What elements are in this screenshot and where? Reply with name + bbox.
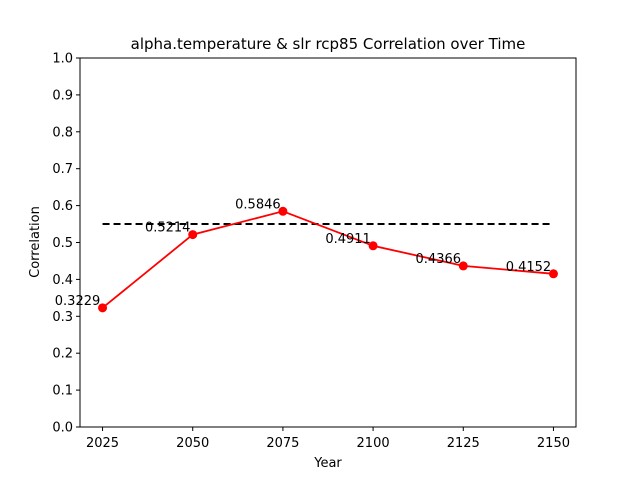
data-point — [368, 241, 378, 251]
x-tick-label: 2150 — [537, 436, 570, 451]
y-tick-label: 0.6 — [52, 199, 73, 214]
data-label: 0.4152 — [506, 260, 552, 275]
series-line — [101, 210, 554, 309]
x-tick-label: 2075 — [266, 436, 299, 451]
data-label: 0.4366 — [416, 252, 462, 267]
y-tick-label: 0.8 — [52, 125, 73, 140]
y-tick-label: 1.0 — [52, 52, 73, 67]
data-label: 0.5846 — [235, 197, 281, 212]
data-point — [548, 269, 558, 279]
y-tick-label: 0.0 — [52, 421, 73, 436]
data-label: 0.5214 — [145, 221, 191, 236]
data-point — [278, 206, 288, 216]
y-tick-label: 0.5 — [52, 236, 73, 251]
y-tick-label: 0.3 — [52, 310, 73, 325]
chart-title: alpha.temperature & slr rcp85 Correlatio… — [131, 35, 526, 53]
y-tick-label: 0.1 — [52, 384, 73, 399]
y-tick-label: 0.7 — [52, 162, 73, 177]
data-label: 0.4911 — [325, 232, 371, 247]
x-tick-label: 2050 — [176, 436, 209, 451]
data-point — [188, 230, 198, 240]
x-axis: 2025 2050 2075 2100 2125 2150 — [86, 427, 570, 451]
y-axis: 0.0 0.1 0.2 0.3 0.4 0.5 0.6 0.7 0.8 0.9 1.0 — [52, 52, 80, 436]
y-tick-label: 0.9 — [52, 88, 73, 103]
x-tick-label: 2100 — [357, 436, 390, 451]
x-axis-label: Year — [313, 456, 342, 471]
data-point — [458, 261, 468, 271]
x-tick-label: 2025 — [86, 436, 119, 451]
y-axis-label: Correlation — [28, 206, 43, 278]
y-tick-label: 0.4 — [52, 273, 73, 288]
plot-area: 0.3229 0.5214 0.5846 0.4911 0.4366 0.4152 — [55, 197, 558, 313]
data-label: 0.3229 — [55, 294, 101, 309]
y-tick-label: 0.2 — [52, 347, 73, 362]
x-tick-label: 2125 — [447, 436, 480, 451]
data-point — [98, 303, 108, 313]
